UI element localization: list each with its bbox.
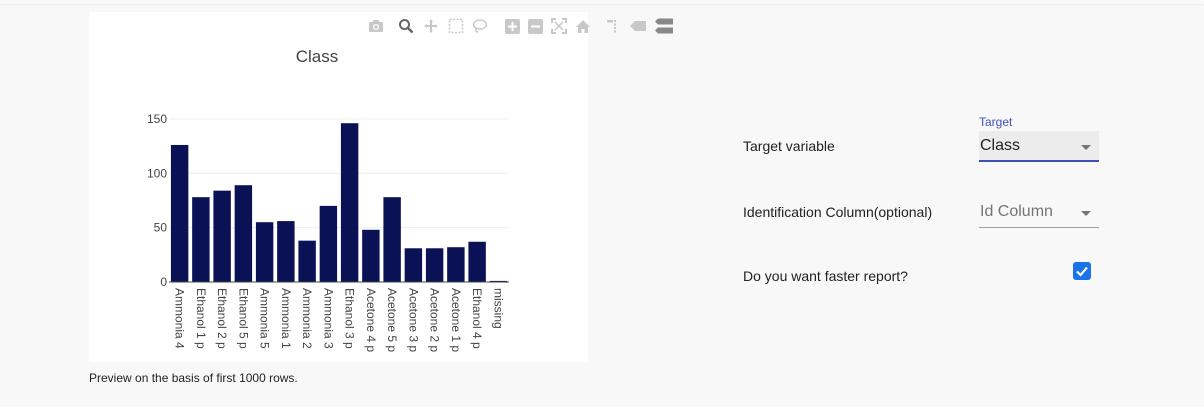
id-column-placeholder: Id Column: [980, 203, 1053, 220]
id-column-label: Identification Column(optional): [743, 204, 933, 220]
x-tick-label: Ammonia 3: [321, 288, 335, 349]
autoscale-icon[interactable]: [549, 16, 569, 36]
bar: [340, 123, 359, 282]
camera-icon[interactable]: [366, 16, 386, 36]
y-tick-label: 150: [147, 112, 167, 126]
top-strip: [0, 0, 1204, 4]
bar: [362, 229, 380, 282]
bar: [489, 280, 508, 282]
zoom-in-icon[interactable]: [502, 16, 522, 36]
x-tick-label: Acetone 3 p: [406, 288, 420, 352]
zoom-icon[interactable]: [396, 16, 416, 36]
x-tick-label: Ethanol 1 p: [194, 288, 208, 349]
y-tick-label: 100: [147, 166, 167, 180]
bar: [234, 185, 253, 282]
preview-caption: Preview on the basis of first 1000 rows.: [89, 371, 298, 385]
zoom-out-icon[interactable]: [525, 16, 545, 36]
bar: [447, 247, 465, 282]
x-tick-label: Acetone 4 p: [364, 288, 378, 352]
bar: [255, 222, 274, 282]
chart-panel: Class 0 50 100 150 Ammonia 4 Ethanol 1 p Ethano…: [89, 12, 673, 362]
faster-report-label: Do you want faster report?: [743, 268, 908, 284]
target-float-label: Target: [979, 115, 1013, 129]
pan-icon[interactable]: [421, 16, 441, 36]
chevron-down-icon: [1081, 145, 1091, 150]
bar: [468, 241, 486, 282]
chart-title: Class: [296, 47, 339, 66]
box-select-icon[interactable]: [446, 16, 466, 36]
x-tick-label: Acetone 1 p: [449, 288, 463, 352]
bar-chart: Class 0 50 100 150 Ammonia 4 Ethanol 1 p Ethano…: [147, 47, 509, 352]
bar: [425, 248, 444, 282]
faster-report-checkbox[interactable]: [1073, 262, 1091, 280]
chevron-down-icon: [1081, 211, 1091, 216]
target-select-value: Class: [980, 137, 1021, 154]
hover-closest-icon[interactable]: [628, 16, 648, 36]
spike-lines-icon[interactable]: [602, 16, 622, 36]
id-column-select[interactable]: Id Column: [979, 197, 1099, 228]
y-tick-label: 0: [160, 275, 167, 289]
target-select[interactable]: Class: [979, 131, 1099, 162]
target-variable-label: Target variable: [743, 138, 835, 154]
x-tick-label: Ethanol 2 p: [215, 288, 229, 349]
x-tick-label: Acetone 5 p: [385, 288, 399, 352]
x-tick-label: Ethanol 5 p: [236, 288, 250, 349]
reset-axes-icon[interactable]: [573, 16, 593, 36]
bar: [213, 190, 231, 282]
modebar: [366, 16, 678, 36]
x-tick-label: Ammonia 4: [173, 288, 187, 349]
x-tick-label: Ammonia 5: [258, 288, 272, 349]
bar: [192, 197, 210, 282]
x-tick-label: Acetone 2 p: [428, 288, 442, 352]
x-tick-label: Ammonia 2: [300, 288, 314, 349]
checkmark-icon: [1076, 266, 1088, 277]
hover-compare-icon[interactable]: [654, 16, 674, 36]
x-tick-label: Ethanol 4 p: [470, 288, 484, 349]
bar: [277, 221, 295, 282]
bar: [404, 248, 423, 282]
x-tick-label: Ethanol 3 p: [343, 288, 357, 349]
bar: [170, 144, 189, 282]
bar: [298, 240, 316, 282]
y-tick-label: 50: [154, 221, 168, 235]
x-tick-label: Ammonia 1: [279, 288, 293, 349]
x-tick-label: missing: [491, 288, 505, 329]
bar: [319, 205, 338, 282]
bar: [383, 197, 401, 282]
lasso-select-icon[interactable]: [470, 16, 490, 36]
